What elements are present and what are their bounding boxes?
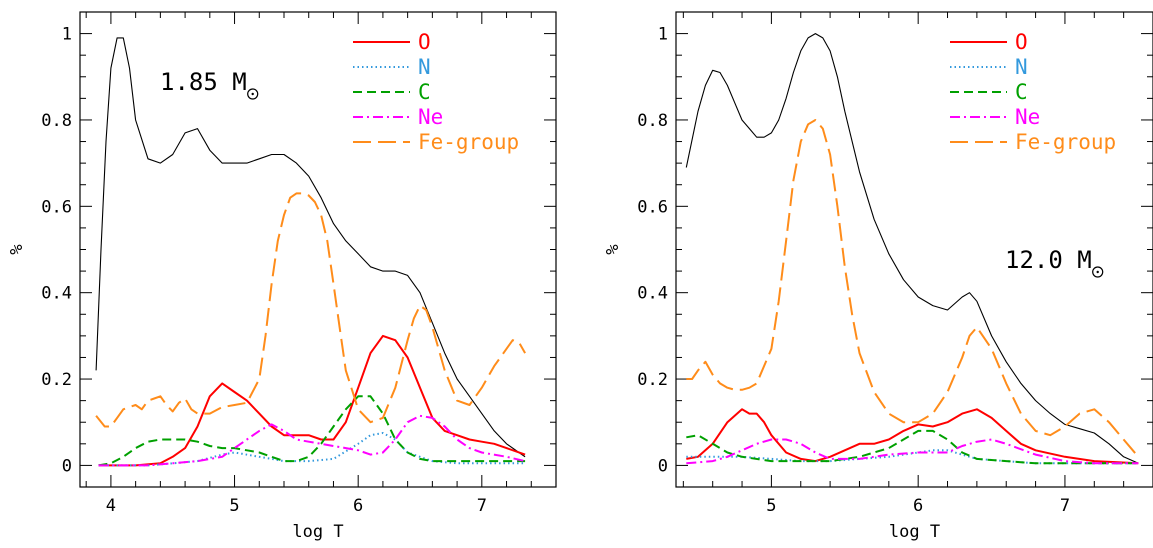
legend-label-o: O	[418, 30, 431, 54]
legend-label-n: N	[1015, 55, 1028, 79]
y-tick-label: 1	[62, 25, 72, 45]
series-line-fe-group	[95, 192, 526, 428]
x-tick-label: 6	[913, 496, 923, 516]
y-tick-label: 0	[62, 456, 72, 476]
x-axis-label: log T	[292, 522, 343, 542]
y-tick-label: 0	[658, 456, 668, 476]
sun-symbol-dot-icon	[1096, 270, 1099, 274]
legend-label-fe-group: Fe-group	[1015, 130, 1116, 154]
sun-symbol-icon	[247, 88, 259, 100]
series-line-total	[685, 33, 1139, 464]
x-tick-label: 5	[766, 496, 776, 516]
series-line-fe-group	[686, 119, 1140, 458]
y-tick-label: 0.8	[637, 111, 668, 131]
series-line-o	[686, 408, 1139, 465]
x-tick-label: 5	[229, 496, 239, 516]
series-line-ne	[686, 438, 1139, 465]
legend-label-c: C	[1015, 80, 1028, 104]
y-tick-label: 0.2	[41, 370, 72, 390]
y-tick-label: 0.4	[41, 284, 72, 304]
legend-label-ne: Ne	[1015, 105, 1040, 129]
x-tick-label: 4	[106, 496, 116, 516]
y-tick-label: 1	[658, 25, 668, 45]
x-tick-label: 7	[1060, 496, 1070, 516]
y-tick-label: 0.2	[637, 370, 668, 390]
legend-label-o: O	[1015, 30, 1028, 54]
y-axis-label: %	[603, 244, 623, 254]
series-line-n	[98, 432, 526, 467]
mass-annotation: 12.0 M	[1005, 246, 1092, 274]
y-tick-label: 0.8	[41, 111, 72, 131]
series-line-total	[95, 37, 526, 458]
sun-symbol-dot-icon	[251, 92, 254, 96]
y-tick-label: 0.6	[637, 197, 668, 217]
series-line-c	[98, 395, 526, 467]
series-line-n	[686, 449, 1139, 465]
legend-label-ne: Ne	[418, 105, 443, 129]
series-line-o	[98, 334, 526, 467]
x-tick-label: 6	[353, 496, 363, 516]
legend-label-fe-group: Fe-group	[418, 130, 519, 154]
series-line-ne	[98, 414, 526, 467]
series-line-c	[686, 429, 1139, 465]
x-tick-label: 7	[477, 496, 487, 516]
mass-annotation: 1.85 M	[160, 68, 247, 96]
legend-label-n: N	[418, 55, 431, 79]
y-tick-label: 0.4	[637, 284, 668, 304]
x-axis-label: log T	[889, 522, 940, 542]
y-tick-label: 0.6	[41, 197, 72, 217]
plot-frame	[79, 11, 557, 488]
sun-symbol-icon	[1092, 266, 1104, 278]
legend-label-c: C	[418, 80, 431, 104]
y-axis-label: %	[7, 244, 27, 254]
